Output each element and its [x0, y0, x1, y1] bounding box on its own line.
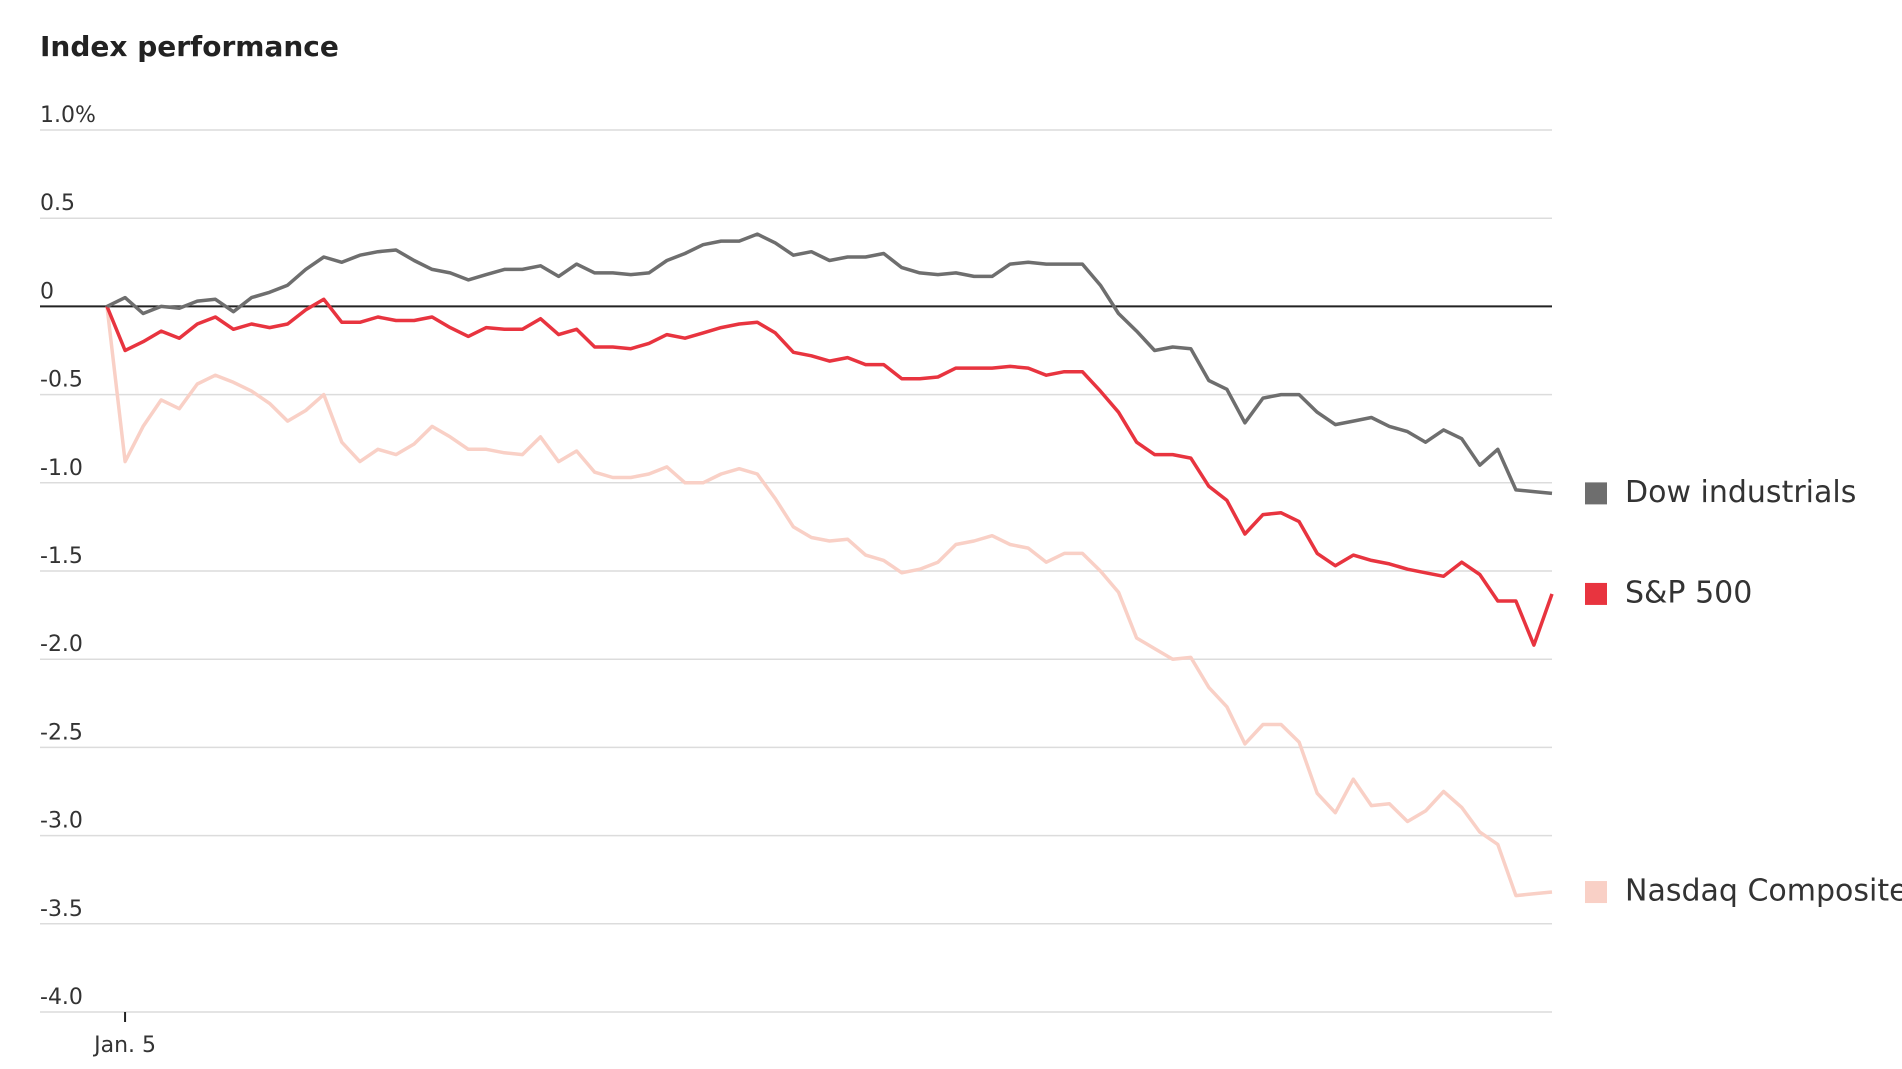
y-tick-label: -1.5 [40, 544, 83, 569]
y-tick-label: 1.0% [40, 103, 96, 128]
legend-label: Nasdaq Composite [1625, 874, 1902, 909]
legend-swatch [1585, 582, 1607, 605]
y-tick-label: -2.5 [40, 720, 83, 745]
y-tick-label: 0.5 [40, 191, 75, 216]
legend-swatch [1585, 482, 1607, 505]
y-tick-label: -0.5 [40, 368, 83, 393]
y-tick-label: -3.5 [40, 897, 83, 922]
series-line [105, 297, 1554, 647]
chart-title: Index performance [40, 30, 339, 63]
legend-label: Dow industrials [1625, 475, 1856, 510]
y-tick-label: -2.0 [40, 632, 83, 657]
y-tick-label: 0 [40, 279, 54, 304]
y-tick-label: -1.0 [40, 456, 83, 481]
y-tick-label: -4.0 [40, 985, 83, 1010]
legend-swatch [1585, 881, 1607, 904]
series-line [105, 306, 1553, 898]
series-line [106, 232, 1553, 496]
y-tick-label: -3.0 [40, 809, 83, 834]
legend-label: S&P 500 [1625, 575, 1752, 610]
x-tick-label: Jan. 5 [92, 1033, 156, 1058]
